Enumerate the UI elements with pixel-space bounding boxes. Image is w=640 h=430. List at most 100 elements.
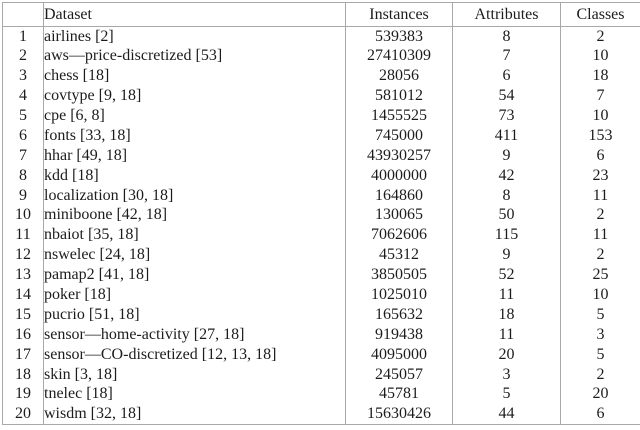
classes-cell: 2 bbox=[560, 245, 640, 266]
row-index-cell: 9 bbox=[2, 185, 44, 206]
instances-cell: 1455525 bbox=[345, 106, 453, 126]
attributes-cell: 9 bbox=[452, 145, 561, 166]
table-row: 11 nbaiot [35, 18] 7062606 115 11 bbox=[2, 225, 640, 246]
dataset-name-cell: sensor—CO-discretized [12, 13, 18] bbox=[43, 344, 346, 365]
instances-cell: 919438 bbox=[345, 324, 453, 345]
row-index-cell: 3 bbox=[2, 66, 44, 87]
dataset-name-cell: skin [3, 18] bbox=[43, 364, 346, 385]
attributes-cell: 5 bbox=[452, 384, 561, 405]
classes-cell: 10 bbox=[560, 46, 640, 67]
classes-cell: 2 bbox=[560, 205, 640, 226]
table-row: 2 aws—price-discretized [53] 27410309 7 10 bbox=[2, 46, 640, 67]
instances-cell: 130065 bbox=[345, 205, 453, 226]
dataset-name-cell: pamap2 [41, 18] bbox=[43, 265, 346, 286]
table-row: 15 pucrio [51, 18] 165632 18 5 bbox=[2, 304, 640, 325]
dataset-name-cell: airlines [2] bbox=[43, 26, 346, 47]
table-row: 1 airlines [2] 539383 8 2 bbox=[2, 26, 640, 47]
classes-cell: 153 bbox=[560, 125, 640, 146]
classes-cell: 25 bbox=[560, 265, 640, 286]
table-body: 1 airlines [2] 539383 8 2 2 aws—price-discreti… bbox=[2, 26, 640, 425]
row-index-cell: 16 bbox=[2, 324, 44, 345]
instances-cell: 245057 bbox=[345, 364, 453, 385]
classes-cell: 11 bbox=[560, 225, 640, 246]
classes-cell: 5 bbox=[560, 344, 640, 365]
row-index-cell: 13 bbox=[2, 265, 44, 286]
table-row: 5 cpe [6, 8] 1455525 73 10 bbox=[2, 106, 640, 126]
dataset-name-cell: chess [18] bbox=[43, 66, 346, 87]
instances-cell: 164860 bbox=[345, 185, 453, 206]
dataset-name-cell: localization [30, 18] bbox=[43, 185, 346, 206]
row-index-cell: 18 bbox=[2, 364, 44, 385]
table-row: 18 skin [3, 18] 245057 3 2 bbox=[2, 364, 640, 385]
classes-cell: 11 bbox=[560, 185, 640, 206]
row-index-cell: 11 bbox=[2, 225, 44, 246]
row-index-cell: 4 bbox=[2, 86, 44, 107]
dataset-name-cell: tnelec [18] bbox=[43, 384, 346, 405]
attributes-cell: 9 bbox=[452, 245, 561, 266]
classes-cell: 10 bbox=[560, 285, 640, 305]
table-row: 19 tnelec [18] 45781 5 20 bbox=[2, 384, 640, 405]
row-index-cell: 7 bbox=[2, 145, 44, 166]
table-row: 8 kdd [18] 4000000 42 23 bbox=[2, 165, 640, 186]
header-classes: Classes bbox=[560, 2, 640, 27]
attributes-cell: 52 bbox=[452, 265, 561, 286]
attributes-cell: 8 bbox=[452, 26, 561, 47]
table-row: 7 hhar [49, 18] 43930257 9 6 bbox=[2, 145, 640, 166]
row-index-cell: 15 bbox=[2, 304, 44, 325]
instances-cell: 539383 bbox=[345, 26, 453, 47]
instances-cell: 4000000 bbox=[345, 165, 453, 186]
row-index-cell: 14 bbox=[2, 285, 44, 305]
instances-cell: 165632 bbox=[345, 304, 453, 325]
instances-cell: 15630426 bbox=[345, 404, 453, 425]
classes-cell: 3 bbox=[560, 324, 640, 345]
dataset-name-cell: poker [18] bbox=[43, 285, 346, 305]
dataset-name-cell: nswelec [24, 18] bbox=[43, 245, 346, 266]
header-instances: Instances bbox=[345, 2, 453, 27]
instances-cell: 4095000 bbox=[345, 344, 453, 365]
classes-cell: 20 bbox=[560, 384, 640, 405]
header-attributes: Attributes bbox=[452, 2, 561, 27]
instances-cell: 745000 bbox=[345, 125, 453, 146]
classes-cell: 2 bbox=[560, 26, 640, 47]
dataset-name-cell: fonts [33, 18] bbox=[43, 125, 346, 146]
attributes-cell: 115 bbox=[452, 225, 561, 246]
classes-cell: 23 bbox=[560, 165, 640, 186]
dataset-name-cell: wisdm [32, 18] bbox=[43, 404, 346, 425]
classes-cell: 6 bbox=[560, 145, 640, 166]
table-row: 3 chess [18] 28056 6 18 bbox=[2, 66, 640, 87]
row-index-cell: 20 bbox=[2, 404, 44, 425]
dataset-name-cell: nbaiot [35, 18] bbox=[43, 225, 346, 246]
table-row: 9 localization [30, 18] 164860 8 11 bbox=[2, 185, 640, 206]
table-header: Dataset Instances Attributes Classes bbox=[2, 2, 640, 27]
classes-cell: 10 bbox=[560, 106, 640, 126]
dataset-name-cell: pucrio [51, 18] bbox=[43, 304, 346, 325]
classes-cell: 2 bbox=[560, 364, 640, 385]
header-index bbox=[2, 2, 44, 27]
table-row: 16 sensor—home-activity [27, 18] 919438 11 3 bbox=[2, 324, 640, 345]
attributes-cell: 7 bbox=[452, 46, 561, 67]
classes-cell: 7 bbox=[560, 86, 640, 107]
classes-cell: 5 bbox=[560, 304, 640, 325]
table-row: 20 wisdm [32, 18] 15630426 44 6 bbox=[2, 404, 640, 425]
table-row: 4 covtype [9, 18] 581012 54 7 bbox=[2, 86, 640, 107]
row-index-cell: 1 bbox=[2, 26, 44, 47]
row-index-cell: 10 bbox=[2, 205, 44, 226]
instances-cell: 3850505 bbox=[345, 265, 453, 286]
dataset-name-cell: cpe [6, 8] bbox=[43, 106, 346, 126]
instances-cell: 581012 bbox=[345, 86, 453, 107]
attributes-cell: 18 bbox=[452, 304, 561, 325]
row-index-cell: 17 bbox=[2, 344, 44, 365]
attributes-cell: 54 bbox=[452, 86, 561, 107]
table-row: 17 sensor—CO-discretized [12, 13, 18] 4095… bbox=[2, 344, 640, 365]
attributes-cell: 6 bbox=[452, 66, 561, 87]
row-index-cell: 19 bbox=[2, 384, 44, 405]
row-index-cell: 2 bbox=[2, 46, 44, 67]
table-row: 12 nswelec [24, 18] 45312 9 2 bbox=[2, 245, 640, 266]
attributes-cell: 44 bbox=[452, 404, 561, 425]
instances-cell: 7062606 bbox=[345, 225, 453, 246]
header-row: Dataset Instances Attributes Classes bbox=[2, 2, 640, 27]
header-dataset: Dataset bbox=[43, 2, 346, 27]
attributes-cell: 20 bbox=[452, 344, 561, 365]
instances-cell: 43930257 bbox=[345, 145, 453, 166]
